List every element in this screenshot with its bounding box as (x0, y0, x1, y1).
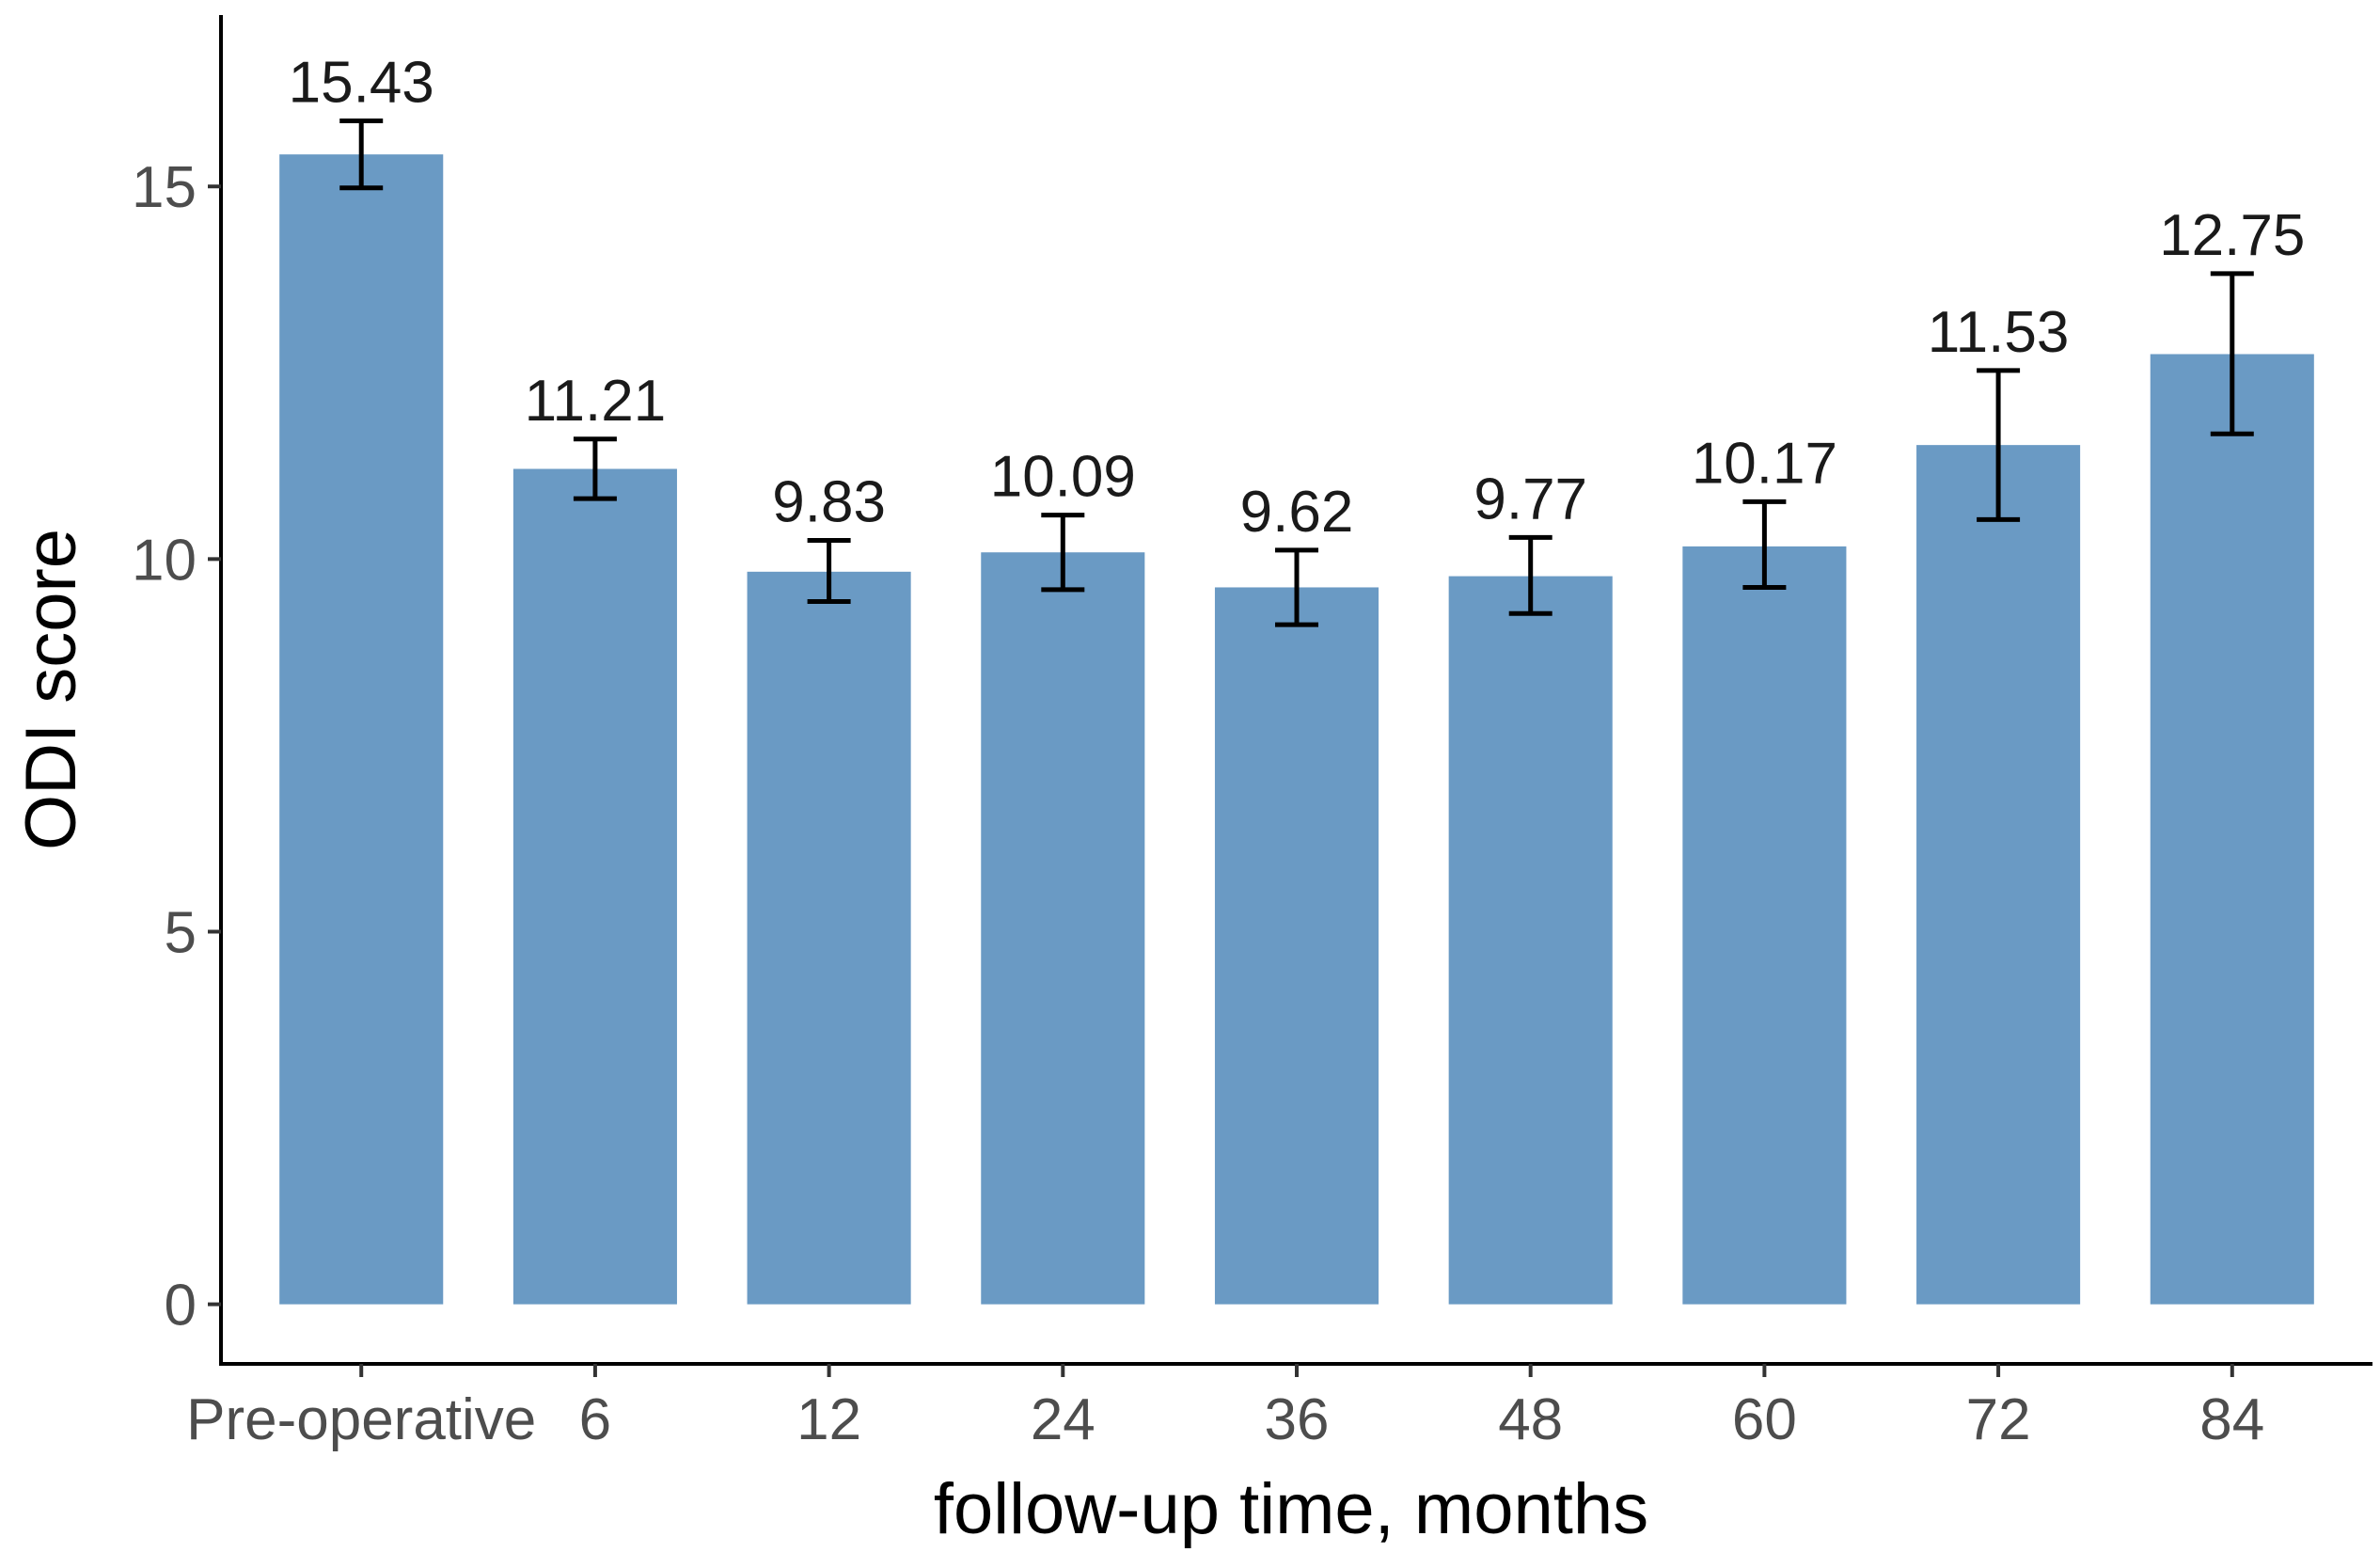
bar-6 (1682, 546, 1847, 1305)
x-axis-title: follow-up time, months (934, 1469, 1648, 1549)
bar-2 (747, 571, 911, 1305)
data-label-3: 10.09 (990, 445, 1136, 510)
x-tick-label-7: 72 (1966, 1387, 2031, 1452)
data-label-2: 9.83 (772, 470, 886, 535)
bar-8 (2150, 354, 2314, 1305)
y-axis-title: ODI score (11, 529, 91, 850)
data-label-0: 15.43 (289, 51, 434, 116)
y-tick-label-3: 15 (132, 155, 197, 220)
data-label-7: 11.53 (1928, 300, 2070, 365)
error-bar-2 (807, 538, 851, 605)
data-label-4: 9.62 (1240, 480, 1354, 545)
bar-1 (512, 468, 677, 1305)
y-tick-label-2: 10 (132, 528, 197, 593)
x-tick-label-8: 84 (2199, 1387, 2264, 1452)
x-tick-label-6: 60 (1732, 1387, 1797, 1452)
bar-5 (1448, 576, 1613, 1305)
y-tick-label-0: 0 (165, 1274, 197, 1338)
axes-layer: 0 5 10 15 Pre-operative 6 12 24 36 48 60 72 84 (132, 15, 2372, 1452)
x-tick-label-3: 24 (1031, 1387, 1095, 1452)
error-bars-layer (339, 119, 2254, 627)
error-bar-0 (339, 119, 384, 191)
bar-7 (1916, 445, 2081, 1305)
x-tick-label-5: 48 (1498, 1387, 1563, 1452)
x-tick-label-2: 12 (796, 1387, 861, 1452)
error-bar-1 (573, 436, 617, 501)
error-bar-3 (1041, 513, 1085, 593)
x-tick-label-0: Pre-operative (186, 1387, 536, 1452)
x-tick-label-4: 36 (1265, 1387, 1330, 1452)
data-label-6: 10.17 (1692, 431, 1837, 496)
error-bar-8 (2210, 271, 2254, 436)
data-label-5: 9.77 (1474, 467, 1587, 531)
error-bar-7 (1977, 368, 2021, 522)
error-bar-4 (1275, 547, 1318, 627)
bar-3 (981, 552, 1145, 1305)
data-labels-layer: 15.43 11.21 9.83 10.09 9.62 9.77 10.17 11.53 12.… (289, 51, 2306, 545)
data-label-8: 12.75 (2159, 203, 2305, 268)
data-label-1: 11.21 (525, 369, 667, 434)
x-tick-label-1: 6 (579, 1387, 611, 1452)
y-tick-label-1: 5 (165, 900, 197, 965)
error-bar-6 (1742, 499, 1787, 590)
error-bar-5 (1508, 534, 1553, 616)
bar-4 (1214, 587, 1379, 1305)
bar-0 (279, 154, 444, 1305)
bars-layer (279, 154, 2314, 1305)
